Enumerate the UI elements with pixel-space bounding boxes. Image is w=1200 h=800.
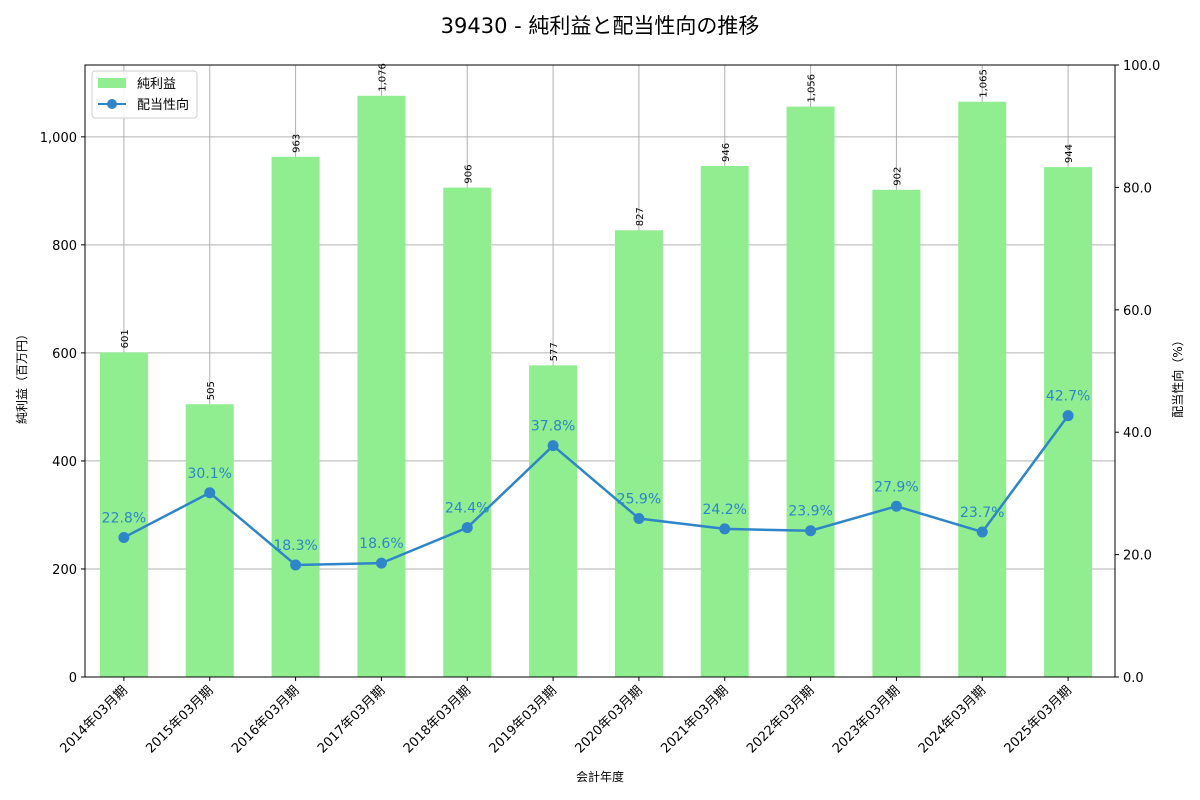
- data-point-marker: [805, 525, 817, 537]
- data-point-marker: [461, 522, 473, 534]
- line-series-payout-ratio: 22.8% 30.1% 18.3% 18.6% 24.4% 37.8% 25.9% 24.2%…: [102, 389, 1090, 571]
- data-point-label: 23.7%: [960, 505, 1004, 521]
- bar: [271, 156, 320, 677]
- data-point-label: 24.2%: [703, 502, 747, 518]
- x-tick-label: 2022年03月期: [744, 683, 817, 756]
- x-tick-label: 2020年03月期: [572, 683, 645, 756]
- bar-value-label: 944: [1064, 144, 1075, 163]
- legend-label-payout-ratio: 配当性向: [137, 97, 189, 113]
- tick-label: 200: [52, 563, 77, 578]
- x-tick-label: 2024年03月期: [916, 683, 989, 756]
- x-tick-label: 2019年03月期: [487, 683, 560, 756]
- x-tick-label: 2021年03月期: [658, 683, 731, 756]
- legend: 純利益 配当性向: [91, 70, 198, 119]
- tick-label: 0: [69, 671, 77, 686]
- data-point-marker: [633, 512, 645, 524]
- x-tick-label: 2018年03月期: [401, 683, 474, 756]
- plot-frame: [84, 64, 1116, 678]
- x-tick-label: 2025年03月期: [1002, 683, 1075, 756]
- legend-marker-icon: [107, 99, 117, 109]
- bar-value-label: 601: [120, 329, 131, 348]
- data-point-marker: [118, 531, 130, 543]
- bar-value-label: 1,076: [377, 63, 388, 92]
- bar: [786, 106, 835, 678]
- tick-label: 400: [52, 455, 77, 470]
- bar-value-labels: 601 505 963 1,076 906 577 827 946 1,056 902 1,065 9…: [120, 63, 1075, 400]
- legend-bar-swatch: [98, 78, 126, 88]
- x-tick-label: 2014年03月期: [57, 683, 130, 756]
- data-point-label: 18.3%: [273, 538, 317, 554]
- bar-value-label: 1,056: [807, 74, 818, 103]
- bar-value-label: 505: [206, 381, 217, 400]
- bar: [958, 101, 1007, 677]
- data-point-marker: [1062, 410, 1074, 422]
- bar-value-label: 577: [549, 342, 560, 361]
- bar: [357, 95, 406, 677]
- tick-label: 40.0: [1123, 426, 1152, 441]
- bar-value-label: 1,065: [978, 69, 989, 98]
- right-y-axis: 0.0 20.0 40.0 60.0 80.0 100.0: [1115, 59, 1160, 686]
- x-axis: 2014年03月期 2015年03月期 2016年03月期 2017年03月期 2018…: [57, 677, 1075, 757]
- data-point-label: 42.7%: [1046, 389, 1090, 405]
- bar-value-label: 827: [635, 207, 646, 226]
- left-y-axis: 0 200 400 600 800 1,000: [40, 131, 85, 686]
- data-point-label: 37.8%: [531, 419, 575, 435]
- data-point-label: 24.4%: [445, 501, 489, 517]
- bar-value-label: 902: [892, 167, 903, 186]
- chart-title: 39430 - 純利益と配当性向の推移: [441, 14, 760, 38]
- data-point-label: 25.9%: [617, 491, 661, 507]
- x-tick-label: 2017年03月期: [315, 683, 388, 756]
- tick-label: 0.0: [1123, 671, 1144, 686]
- data-point-label: 23.9%: [788, 504, 832, 520]
- data-point-marker: [375, 557, 387, 569]
- left-y-axis-label: 純利益（百万円）: [15, 328, 29, 424]
- tick-label: 1,000: [40, 131, 77, 146]
- data-point-marker: [719, 523, 731, 535]
- x-tick-label: 2023年03月期: [830, 683, 903, 756]
- data-point-marker: [290, 559, 302, 571]
- bar: [1044, 167, 1093, 677]
- data-point-marker: [890, 500, 902, 512]
- tick-label: 80.0: [1123, 181, 1152, 196]
- data-point-marker: [547, 440, 559, 452]
- tick-label: 100.0: [1123, 59, 1160, 74]
- bar-series-net-income: [99, 95, 1093, 678]
- bar: [99, 352, 148, 677]
- bar-value-label: 963: [292, 134, 303, 153]
- bar: [872, 189, 921, 677]
- payout-line: [123, 414, 1070, 567]
- bar: [443, 187, 492, 677]
- data-point-label: 22.8%: [102, 510, 146, 526]
- data-point-label: 18.6%: [359, 536, 403, 552]
- bar: [700, 166, 749, 677]
- bar-value-label: 906: [463, 165, 474, 184]
- tick-label: 800: [52, 239, 77, 254]
- tick-label: 20.0: [1123, 549, 1152, 564]
- bar: [529, 365, 578, 677]
- bar-value-label: 946: [721, 143, 732, 162]
- x-tick-label: 2016年03月期: [229, 683, 302, 756]
- data-point-label: 30.1%: [188, 466, 232, 482]
- data-point-label: 27.9%: [874, 479, 918, 495]
- x-tick-label: 2015年03月期: [143, 683, 216, 756]
- x-axis-label: 会計年度: [576, 769, 624, 784]
- bar: [614, 230, 663, 677]
- bar: [185, 404, 234, 677]
- tick-label: 600: [52, 347, 77, 362]
- right-y-axis-label: 配当性向（%）: [1170, 334, 1185, 417]
- tick-label: 60.0: [1123, 304, 1152, 319]
- legend-label-net-income: 純利益: [137, 77, 176, 92]
- data-point-marker: [976, 526, 988, 538]
- data-point-marker: [204, 487, 216, 499]
